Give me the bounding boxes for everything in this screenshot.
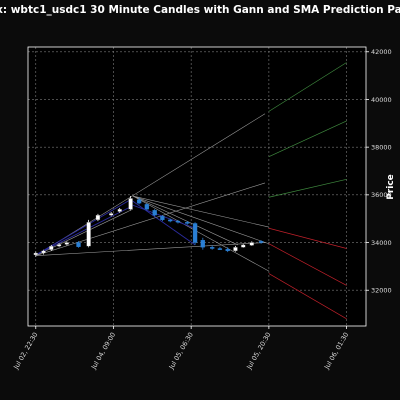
chart-title: Demex: wbtc1_usdc1 30 Minute Candles wit…	[0, 4, 400, 16]
plot-area	[28, 47, 366, 326]
prediction-line	[268, 273, 347, 320]
candle-body	[64, 242, 70, 245]
candle-down	[136, 197, 142, 205]
candle-down	[175, 219, 181, 224]
candle-up	[117, 207, 122, 213]
candle-body	[136, 199, 142, 204]
candle-body	[217, 248, 223, 250]
candle-down	[76, 241, 81, 248]
candle-up	[241, 243, 246, 248]
candle-up	[128, 196, 133, 211]
candle-down	[168, 218, 173, 223]
candle-body	[192, 223, 198, 243]
candle-up	[41, 249, 46, 255]
prediction-lines	[268, 62, 347, 320]
gann-lines	[35, 113, 270, 272]
candle-body	[200, 240, 205, 248]
candle-body	[175, 220, 181, 223]
gann-line	[132, 195, 269, 245]
candle-down	[192, 222, 198, 245]
candle-down	[152, 209, 157, 217]
candle-body	[33, 252, 38, 256]
candle-body	[233, 247, 238, 252]
grid-lines	[28, 47, 366, 326]
gann-line	[35, 182, 266, 256]
prediction-line	[268, 179, 347, 198]
candle-up	[56, 243, 62, 248]
candle-down	[217, 246, 223, 250]
y-axis-label: Price	[386, 174, 396, 200]
candle-body	[41, 250, 46, 254]
y-tick-label: 36000	[371, 191, 392, 199]
candle-down	[185, 221, 190, 225]
candle-body	[241, 244, 246, 248]
candle-up	[233, 245, 238, 252]
gann-line	[132, 195, 270, 272]
candle-down	[258, 240, 264, 244]
gann-line	[35, 242, 266, 256]
candle-body	[152, 210, 157, 216]
candle-body	[117, 209, 122, 212]
y-tick-label: 38000	[371, 143, 392, 151]
candle-body	[225, 249, 230, 252]
y-axis-ticks: 32000 34000 36000 38000 40000 42000	[366, 48, 392, 295]
plot-frame	[27, 46, 367, 327]
candle-body	[168, 219, 173, 222]
candle-up	[64, 241, 70, 246]
prediction-line	[268, 62, 347, 112]
candle-body	[258, 241, 264, 243]
candle-body	[249, 242, 254, 246]
gann-line	[132, 195, 238, 246]
gann-line	[35, 113, 266, 256]
candle-body	[160, 216, 165, 221]
prediction-line	[268, 120, 347, 158]
prediction-line	[268, 227, 347, 249]
candle-body	[185, 222, 190, 224]
candle-down	[144, 203, 150, 211]
candle-up	[33, 251, 38, 257]
candle-body	[210, 247, 215, 249]
candle-up	[249, 241, 254, 246]
candle-body	[95, 214, 101, 221]
candle-up	[86, 219, 91, 248]
y-tick-label: 34000	[371, 239, 392, 247]
candle-body	[86, 222, 91, 247]
candle-body	[49, 245, 54, 250]
candle-down	[160, 215, 165, 222]
y-tick-label: 40000	[371, 96, 392, 104]
candle-down	[200, 237, 205, 250]
candle-up	[108, 212, 114, 217]
candle-down	[225, 247, 230, 253]
candles	[33, 196, 264, 257]
candle-body	[76, 242, 81, 247]
candle-body	[56, 244, 62, 247]
candle-body	[144, 204, 150, 210]
gann-line	[132, 195, 269, 228]
candle-up	[49, 244, 54, 251]
prediction-line	[268, 243, 347, 286]
candle-down	[210, 245, 215, 250]
y-tick-label: 42000	[371, 48, 392, 56]
candle-up	[95, 213, 101, 222]
sma-line	[130, 199, 196, 246]
y-tick-label: 32000	[371, 287, 392, 295]
candle-body	[128, 198, 133, 210]
candle-body	[108, 213, 114, 216]
